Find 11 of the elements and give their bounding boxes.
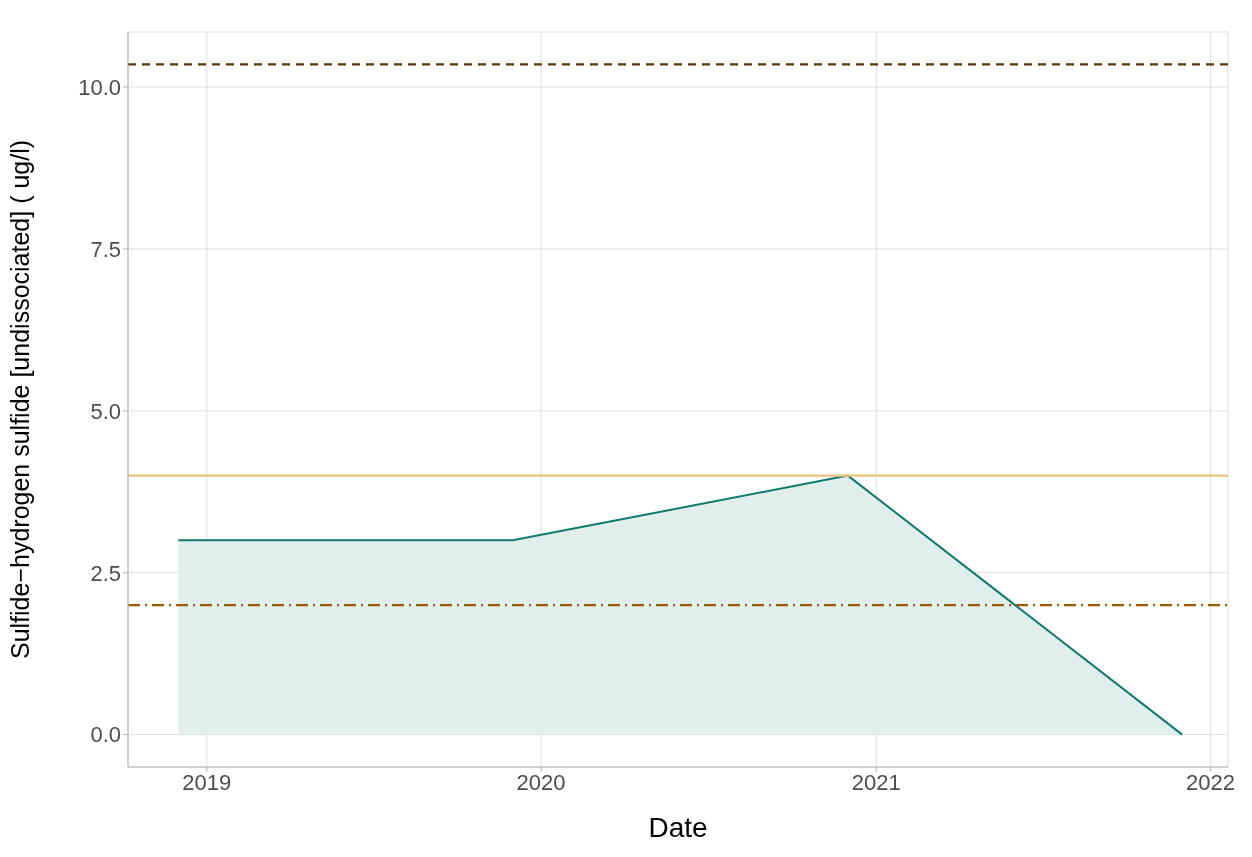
x-tick-label: 2019 — [182, 769, 232, 795]
y-tick-label: 5.0 — [90, 398, 121, 424]
x-tick-label: 2020 — [516, 769, 566, 795]
y-tick-label: 2.5 — [90, 560, 121, 586]
x-tick-label: 2021 — [851, 769, 901, 795]
y-tick-label: 7.5 — [90, 236, 121, 262]
y-tick-label: 0.0 — [90, 722, 121, 748]
y-tick-label: 10.0 — [78, 74, 121, 100]
y-axis-title: Sulfide−hydrogen sulfide [undissociated] ( ug/l) — [5, 139, 34, 660]
x-axis-title: Date — [648, 812, 708, 843]
x-tick-label: 2022 — [1186, 769, 1236, 795]
